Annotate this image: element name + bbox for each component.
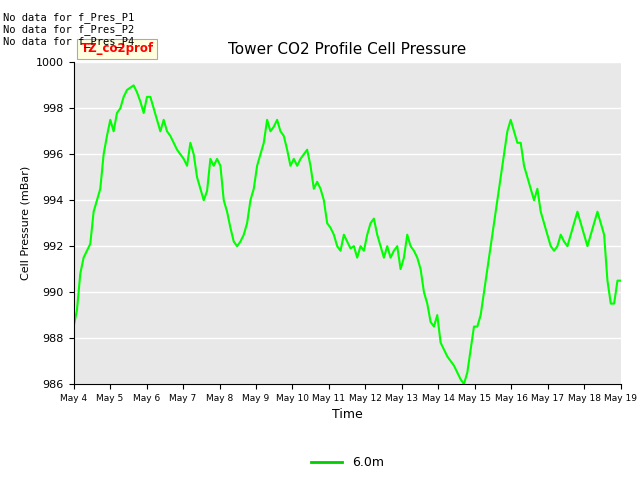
Text: No data for f_Pres_P2: No data for f_Pres_P2	[3, 24, 134, 35]
Legend: 6.0m: 6.0m	[305, 451, 389, 474]
Text: No data for f_Pres_P4: No data for f_Pres_P4	[3, 36, 134, 47]
Text: TZ_co2prof: TZ_co2prof	[81, 42, 154, 56]
Text: No data for f_Pres_P1: No data for f_Pres_P1	[3, 12, 134, 23]
Title: Tower CO2 Profile Cell Pressure: Tower CO2 Profile Cell Pressure	[228, 42, 467, 57]
Y-axis label: Cell Pressure (mBar): Cell Pressure (mBar)	[20, 166, 30, 280]
X-axis label: Time: Time	[332, 408, 363, 421]
